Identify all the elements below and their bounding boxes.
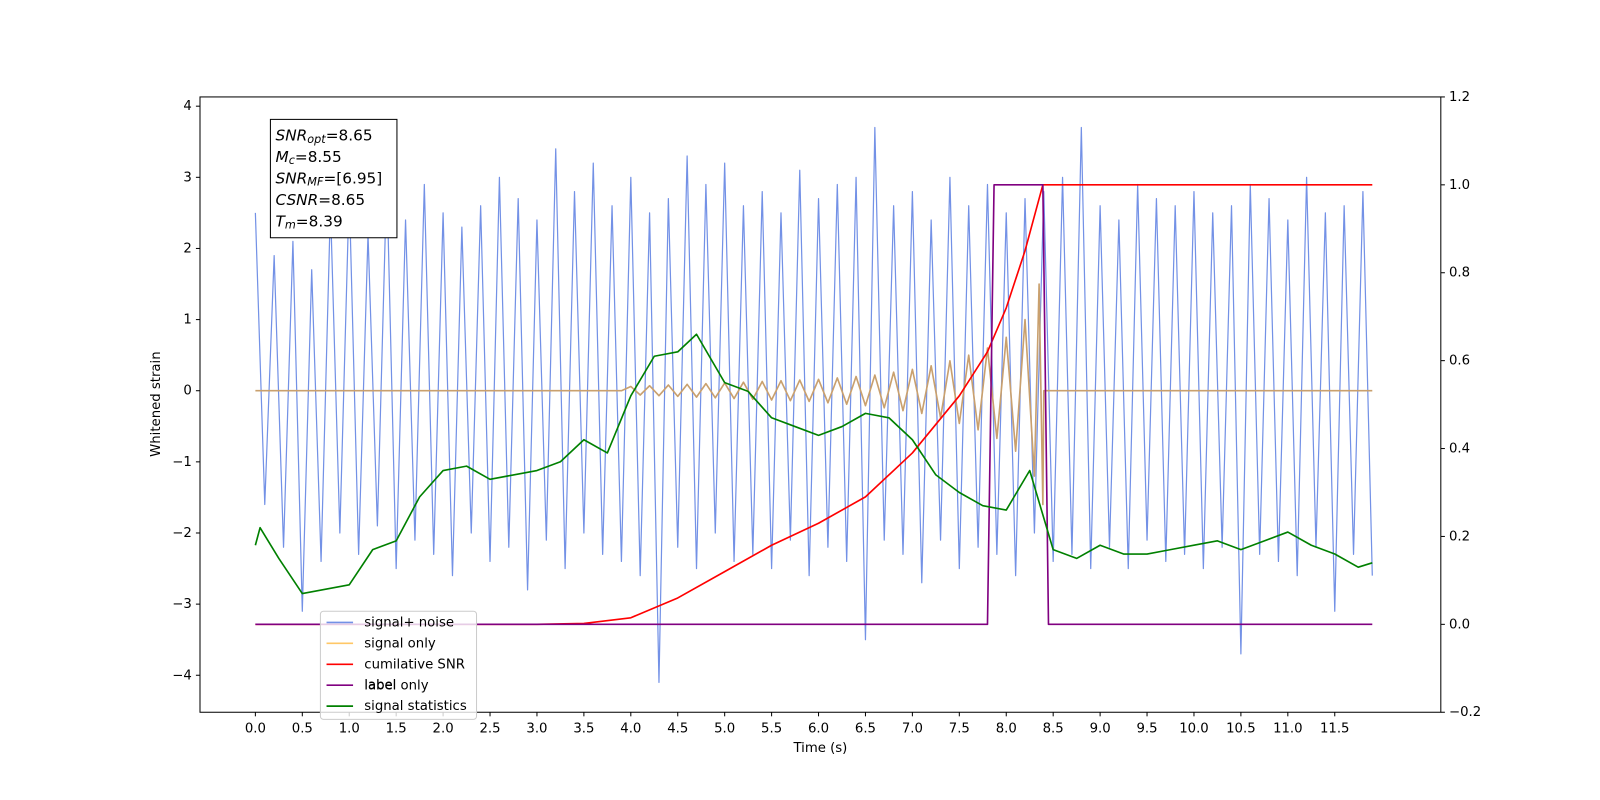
series-line [254,333,1373,595]
y-tick-label: −1 [172,455,192,470]
x-tick-label: 6.0 [808,722,829,737]
y-tick-label: −4 [172,668,192,683]
annotation-subscript: m [285,219,296,232]
y2-tick-label: 0.0 [1449,617,1470,632]
annotation-line: Tm=8.39 [276,212,343,232]
annotation-symbol: SNR [276,126,308,144]
annotation-value: =[6.95] [323,169,382,187]
annotation-value: =8.55 [295,148,342,166]
y2-tick-label: 0.8 [1449,266,1470,281]
x-tick-label: 1.5 [386,722,407,737]
x-tick-label: 8.5 [1043,722,1064,737]
y2-tick-label: 0.4 [1449,442,1470,457]
y2-tick-label: −0.2 [1449,705,1481,720]
series-line [254,126,1373,683]
annotation-symbol: M [276,148,289,166]
y2-tick-label: 0.2 [1449,529,1470,544]
annotation-subscript: opt [307,133,326,146]
x-tick-label: 9.0 [1090,722,1111,737]
x-tick-label: 4.5 [667,722,688,737]
x-axis-label: Time (s) [792,741,847,756]
x-tick-label: 5.5 [761,722,782,737]
y-tick-label: −3 [172,597,192,612]
annotation-value: =8.65 [318,191,365,209]
annotation-symbol: T [276,212,287,230]
x-tick-label: 6.5 [855,722,876,737]
annotation-box [269,118,398,239]
annotation-subscript: MF [307,176,324,189]
annotation-symbol: CSNR [276,191,319,209]
annotation-symbol: SNR [276,169,308,187]
x-tick-label: 1.0 [339,722,360,737]
legend-label: cumilative SNR [364,657,465,672]
x-tick-label: 9.5 [1136,722,1157,737]
annotation-line: Mc=8.55 [276,148,342,168]
y-tick-label: 2 [183,241,191,256]
y-tick-label: 3 [183,170,191,185]
x-tick-label: 7.0 [902,722,923,737]
annotation-line: CSNR=8.65 [276,191,366,209]
series-line [255,184,1373,626]
plot-area [254,126,1373,683]
legend-label: signal only [364,636,436,651]
annotation-value: =8.65 [326,126,373,144]
x-tick-label: 2.0 [433,722,454,737]
legend-label: signal statistics [364,699,467,714]
series-line [255,283,1373,506]
legend-label-hidden: label only [364,679,428,694]
annotation-subscript: c [289,154,296,167]
x-tick-label: 0.0 [245,722,266,737]
x-tick-label: 11.5 [1320,722,1350,737]
axes-frame [199,96,1442,713]
x-tick-label: 10.0 [1179,722,1209,737]
y-tick-label: 1 [183,313,191,328]
x-tick-label: 3.0 [526,722,547,737]
annotation-line: SNRMF=[6.95] [276,169,383,189]
x-tick-label: 2.5 [479,722,500,737]
y-tick-label: 0 [183,384,191,399]
x-tick-label: 10.5 [1226,722,1256,737]
y-tick-label: 4 [183,99,191,114]
annotation-value: =8.39 [296,212,343,230]
x-tick-label: 0.5 [292,722,313,737]
y-tick-label: −2 [172,526,192,541]
x-tick-label: 5.0 [714,722,735,737]
legend-label: label [364,678,396,693]
annotation-line: SNRopt=8.65 [276,126,373,146]
legend-label: signal+ noise [364,615,454,630]
x-tick-label: 4.0 [620,722,641,737]
x-tick-label: 3.5 [573,722,594,737]
y2-tick-label: 0.6 [1449,354,1470,369]
x-tick-label: 8.0 [996,722,1017,737]
series-line [255,184,1373,626]
y2-tick-label: 1.2 [1449,90,1470,105]
legend-box [319,610,478,720]
y2-tick-label: 1.0 [1449,178,1470,193]
x-tick-label: 11.0 [1273,722,1303,737]
y-axis-label: Whitened strain [149,351,164,456]
x-tick-label: 7.5 [949,722,970,737]
